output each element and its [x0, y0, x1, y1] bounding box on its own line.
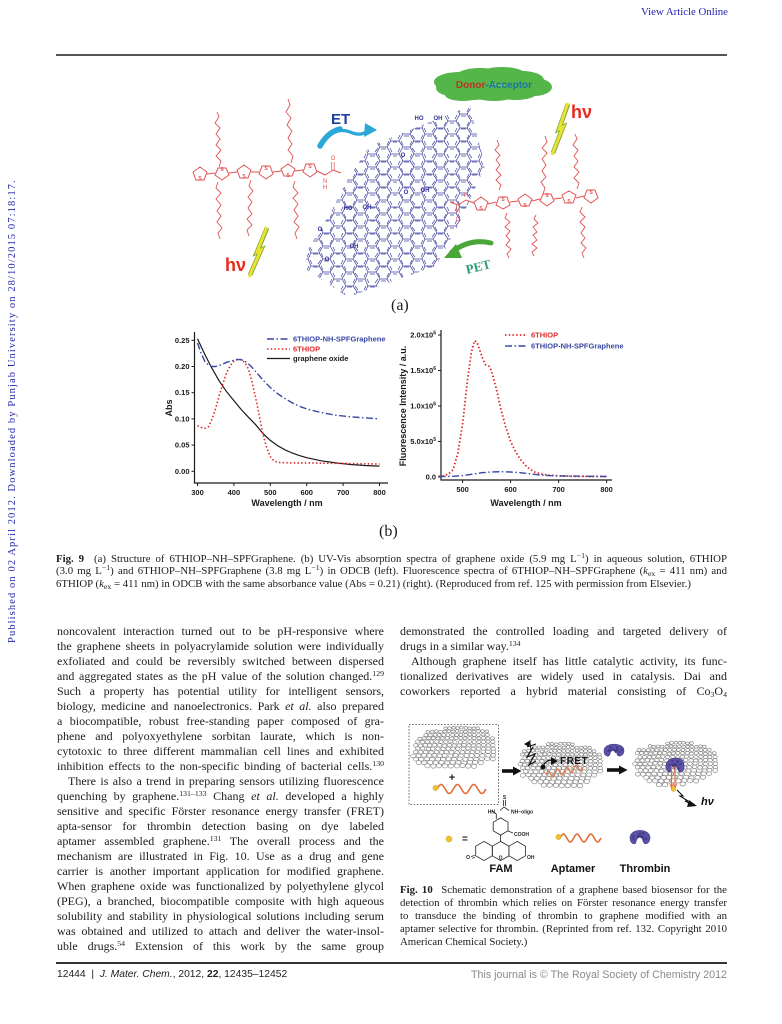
svg-text:H: H [323, 185, 327, 191]
svg-text:OH: OH [350, 244, 359, 250]
svg-text:Fluorescence Intensity / a.u.: Fluorescence Intensity / a.u. [398, 346, 408, 467]
svg-text:O: O [499, 856, 503, 862]
svg-text:Abs: Abs [164, 399, 174, 416]
svg-text:800: 800 [600, 485, 613, 494]
svg-text:6THIOP: 6THIOP [531, 331, 558, 340]
svg-text:OH: OH [527, 855, 535, 861]
svg-text:FAM: FAM [489, 863, 512, 875]
svg-text:O: O [456, 217, 461, 223]
svg-text:800: 800 [373, 488, 386, 497]
svg-text:6THIOP-NH-SPFGraphene: 6THIOP-NH-SPFGraphene [293, 335, 386, 344]
svg-text:HN: HN [488, 810, 496, 816]
svg-text:O: O [331, 156, 336, 162]
svg-text:6THIOP-NH-SPFGraphene: 6THIOP-NH-SPFGraphene [531, 342, 624, 351]
svg-text:O: O [404, 190, 409, 196]
svg-text:FRET: FRET [560, 756, 588, 767]
svg-text:Aptamer: Aptamer [551, 863, 596, 875]
svg-text:S: S [198, 176, 202, 182]
svg-text:5.0x105: 5.0x105 [410, 437, 436, 446]
svg-text:graphene oxide: graphene oxide [293, 354, 348, 363]
svg-text:NH−oligo: NH−oligo [511, 810, 533, 816]
svg-text:700: 700 [552, 485, 565, 494]
svg-text:Thrombin: Thrombin [620, 863, 671, 875]
svg-text:S: S [264, 166, 268, 172]
svg-text:O: O [466, 855, 470, 861]
svg-text:hν: hν [701, 796, 715, 808]
svg-text:400: 400 [228, 488, 241, 497]
svg-text:PET: PET [464, 256, 492, 277]
svg-text:+: + [449, 772, 455, 784]
svg-text:500: 500 [456, 485, 469, 494]
svg-text:6THIOP: 6THIOP [293, 345, 320, 354]
svg-text:COOH: COOH [514, 832, 529, 838]
svg-text:hν: hν [571, 102, 592, 122]
svg-text:0.20: 0.20 [175, 362, 190, 371]
svg-text:0.25: 0.25 [175, 336, 190, 345]
svg-text:S: S [545, 193, 549, 199]
svg-text:HO: HO [415, 116, 424, 122]
svg-text:0.00: 0.00 [175, 467, 190, 476]
svg-text:600: 600 [300, 488, 313, 497]
svg-text:0.10: 0.10 [175, 414, 190, 423]
svg-text:0.05: 0.05 [175, 441, 190, 450]
svg-text:S: S [479, 206, 483, 212]
svg-text:O: O [401, 153, 406, 159]
svg-text:0.0: 0.0 [426, 473, 436, 482]
svg-text:OH: OH [434, 116, 443, 122]
svg-text:S: S [220, 167, 224, 173]
svg-text:S: S [286, 173, 290, 179]
svg-text:Donor-Acceptor: Donor-Acceptor [456, 80, 532, 91]
svg-text:2.0x106: 2.0x106 [410, 331, 436, 340]
svg-text:S: S [501, 197, 505, 203]
svg-text:S: S [308, 164, 312, 170]
svg-text:H: H [464, 193, 468, 199]
svg-text:S: S [567, 199, 571, 205]
svg-text:N: N [323, 179, 327, 185]
svg-text:O: O [318, 227, 323, 233]
svg-text:HO: HO [344, 206, 353, 212]
svg-text:500: 500 [264, 488, 277, 497]
svg-text:S: S [242, 174, 246, 180]
svg-text:ET: ET [331, 111, 350, 128]
svg-text:hν: hν [225, 255, 246, 275]
svg-text:OH: OH [421, 188, 430, 194]
svg-text:OH: OH [363, 205, 372, 211]
svg-text:300: 300 [191, 488, 204, 497]
svg-text:=: = [462, 834, 468, 845]
svg-text:700: 700 [337, 488, 350, 497]
svg-text:S: S [523, 203, 527, 209]
svg-text:S: S [589, 190, 593, 196]
svg-text:1.5x106: 1.5x106 [410, 366, 436, 375]
svg-text:S: S [503, 795, 507, 801]
svg-text:1.0x106: 1.0x106 [410, 402, 436, 411]
svg-text:Wavelength / nm: Wavelength / nm [251, 498, 322, 508]
svg-text:0.15: 0.15 [175, 388, 190, 397]
svg-text:600: 600 [504, 485, 517, 494]
svg-text:O: O [325, 257, 330, 263]
svg-text:Wavelength / nm: Wavelength / nm [490, 498, 561, 508]
